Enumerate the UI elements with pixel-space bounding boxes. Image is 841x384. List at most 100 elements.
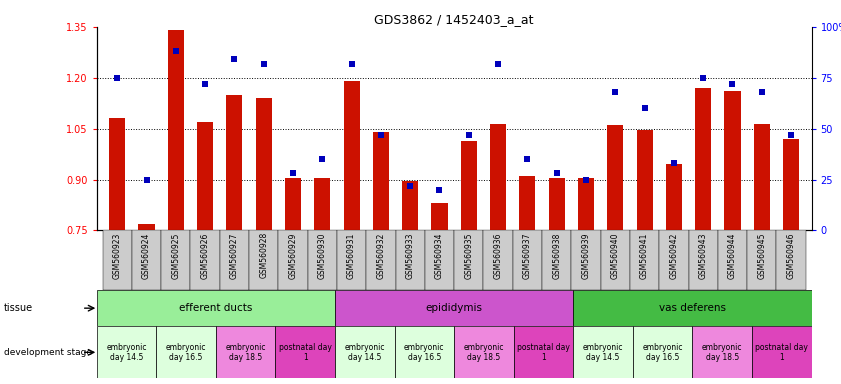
Text: GSM560930: GSM560930 [318,232,327,279]
Text: GSM560942: GSM560942 [669,232,679,278]
Text: GSM560931: GSM560931 [347,232,356,278]
Bar [103,230,132,290]
Bar [278,230,308,290]
Text: GSM560937: GSM560937 [523,232,532,279]
Text: GSM560935: GSM560935 [464,232,473,279]
Bar [139,223,155,230]
Text: GSM560934: GSM560934 [435,232,444,279]
Bar [776,230,806,290]
Bar [335,290,574,326]
Text: GSM560936: GSM560936 [494,232,503,279]
Bar [395,230,425,290]
Text: embryonic
day 16.5: embryonic day 16.5 [643,343,683,362]
Text: GSM560932: GSM560932 [377,232,385,278]
Text: GSM560929: GSM560929 [288,232,298,278]
Bar [696,88,711,230]
Text: GSM560939: GSM560939 [581,232,590,279]
Bar [249,230,278,290]
Bar [156,326,216,378]
Text: embryonic
day 16.5: embryonic day 16.5 [405,343,445,362]
Bar [600,230,630,290]
Text: GSM560927: GSM560927 [230,232,239,278]
Text: GSM560925: GSM560925 [172,232,180,278]
Bar [425,230,454,290]
Bar [461,141,477,230]
Bar [632,326,692,378]
Bar [724,91,741,230]
Text: GSM560928: GSM560928 [259,232,268,278]
Bar [783,139,799,230]
Bar [578,178,594,230]
Bar [315,178,331,230]
Bar [190,230,220,290]
Bar [431,203,447,230]
Bar [490,124,506,230]
Bar [132,230,161,290]
Text: postnatal day
1: postnatal day 1 [517,343,570,362]
Bar [161,230,190,290]
Bar [97,290,335,326]
Text: GSM560923: GSM560923 [113,232,122,278]
Bar [630,230,659,290]
Text: tissue: tissue [4,303,34,313]
Text: embryonic
day 14.5: embryonic day 14.5 [583,343,623,362]
Text: embryonic
day 18.5: embryonic day 18.5 [702,343,743,362]
Bar [692,326,752,378]
Text: GSM560945: GSM560945 [757,232,766,279]
Bar [197,122,213,230]
Bar [454,326,514,378]
Bar [97,326,156,378]
Text: GSM560926: GSM560926 [201,232,209,278]
Bar [343,81,360,230]
Bar [718,230,747,290]
Bar [574,326,632,378]
Title: GDS3862 / 1452403_a_at: GDS3862 / 1452403_a_at [374,13,534,26]
Text: GSM560940: GSM560940 [611,232,620,279]
Bar [308,230,337,290]
Bar [520,176,536,230]
Bar [571,230,600,290]
Bar [226,95,242,230]
Bar [484,230,513,290]
Text: GSM560938: GSM560938 [553,232,561,278]
Bar [607,125,623,230]
Text: embryonic
day 18.5: embryonic day 18.5 [225,343,266,362]
Bar [542,230,571,290]
Text: development stage: development stage [4,348,93,357]
Bar [514,326,574,378]
Bar [394,326,454,378]
Text: GSM560924: GSM560924 [142,232,151,278]
Text: epididymis: epididymis [426,303,483,313]
Bar [747,230,776,290]
Bar [275,326,335,378]
Bar [513,230,542,290]
Text: embryonic
day 18.5: embryonic day 18.5 [463,343,504,362]
Bar [637,130,653,230]
Text: efferent ducts: efferent ducts [179,303,252,313]
Bar [752,326,812,378]
Bar [659,230,689,290]
Text: embryonic
day 14.5: embryonic day 14.5 [106,343,146,362]
Text: GSM560941: GSM560941 [640,232,649,278]
Text: GSM560946: GSM560946 [786,232,796,279]
Text: postnatal day
1: postnatal day 1 [278,343,331,362]
Text: embryonic
day 16.5: embryonic day 16.5 [166,343,206,362]
Text: GSM560944: GSM560944 [728,232,737,279]
Bar [373,132,389,230]
Bar [574,290,812,326]
Bar [167,30,184,230]
Bar [754,124,770,230]
Bar [366,230,395,290]
Text: postnatal day
1: postnatal day 1 [755,343,808,362]
Bar [548,178,565,230]
Bar [454,230,484,290]
Bar [109,118,125,230]
Text: vas deferens: vas deferens [659,303,726,313]
Bar [335,326,394,378]
Bar [666,164,682,230]
Bar [216,326,275,378]
Text: embryonic
day 14.5: embryonic day 14.5 [345,343,385,362]
Bar [256,98,272,230]
Bar [285,178,301,230]
Bar [689,230,718,290]
